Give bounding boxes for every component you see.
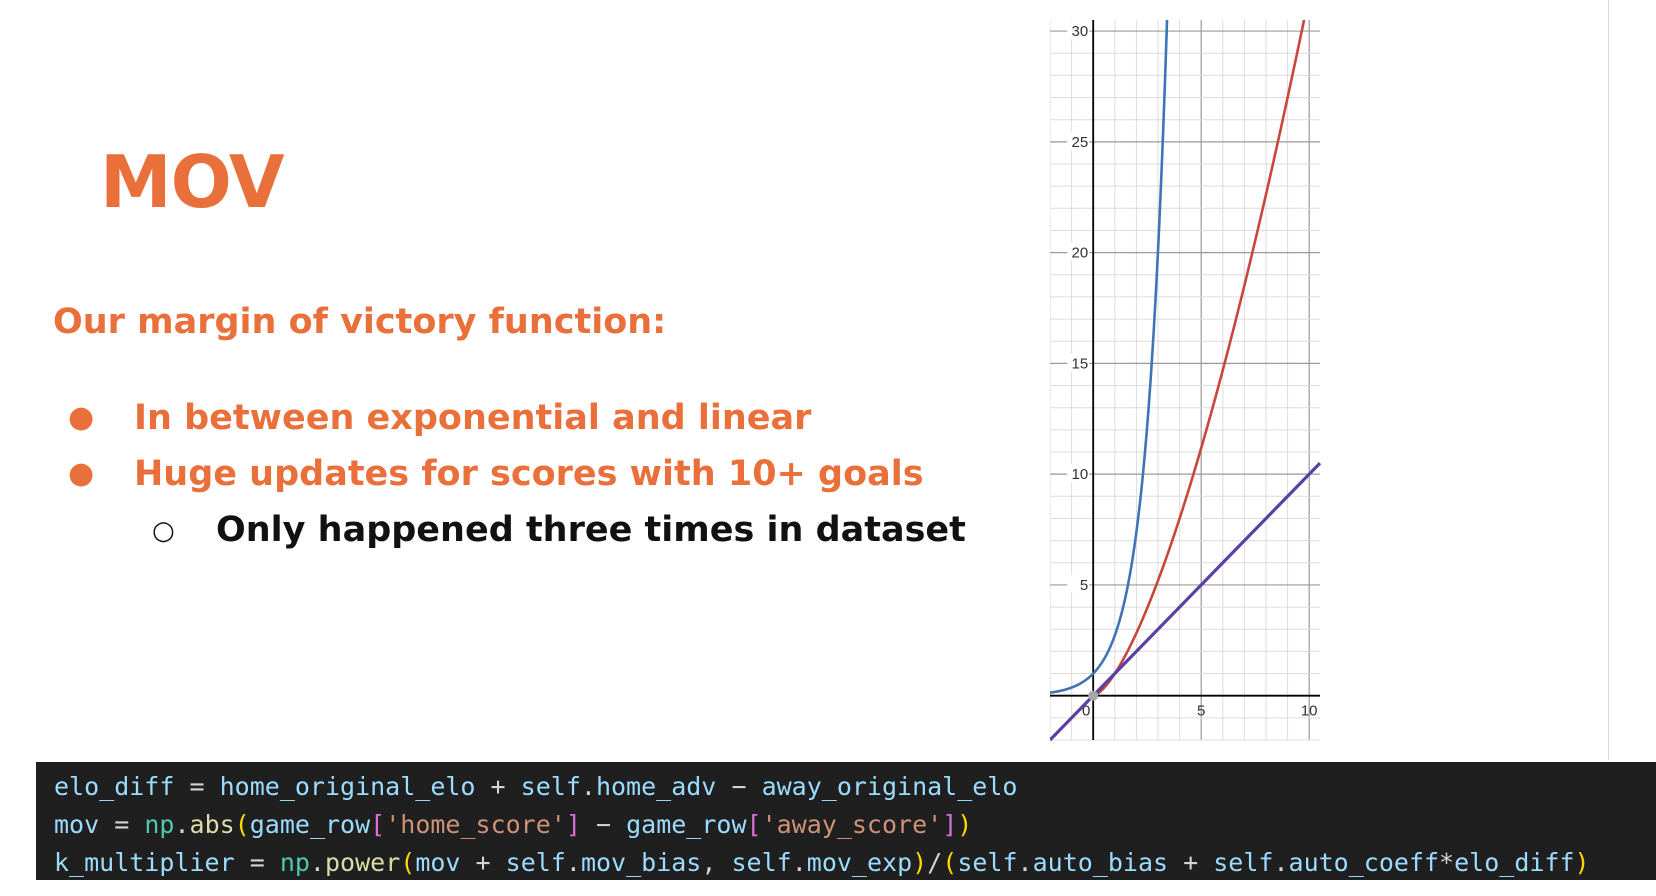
y-tick-label: 10 xyxy=(1072,466,1089,483)
code-line-1: elo_diff = home_original_elo + self.home… xyxy=(54,772,1018,801)
code-line-3: k_multiplier = np.power(mov + self.mov_b… xyxy=(54,848,1590,877)
tick-label-bg xyxy=(1067,574,1090,593)
curve-exponential xyxy=(1049,6,1169,694)
sub-bullet-marker: ○ xyxy=(152,516,175,546)
x-tick-label: 10 xyxy=(1301,703,1318,720)
x-tick-label: 0 xyxy=(1082,703,1090,720)
slide-title: MOV xyxy=(100,140,285,224)
code-line-2: mov = np.abs(game_row['home_score'] − ga… xyxy=(54,810,973,839)
curve-power xyxy=(1093,0,1310,697)
x-tick-label: 5 xyxy=(1197,703,1205,720)
bullet-text: In between exponential and linear xyxy=(134,398,812,438)
y-tick-label: 5 xyxy=(1080,577,1088,594)
y-tick-label: 30 xyxy=(1072,23,1089,40)
slide-subtitle: Our margin of victory function: xyxy=(53,302,667,342)
code-block: elo_diff = home_original_elo + self.home… xyxy=(36,762,1656,880)
tick-label-bg xyxy=(1067,242,1090,261)
divider xyxy=(1608,0,1609,760)
origin-point xyxy=(1088,690,1099,701)
tick-label-bg xyxy=(1067,131,1090,150)
tick-label-bg xyxy=(1067,464,1090,483)
tick-label-bg xyxy=(1067,353,1090,372)
y-tick-label: 25 xyxy=(1072,134,1089,151)
sub-bullet-text: Only happened three times in dataset xyxy=(216,510,966,550)
bullet-text: Huge updates for scores with 10+ goals xyxy=(134,454,924,494)
graph-svg: 5 10 15 20 25 30 0 5 10 xyxy=(1048,0,1322,742)
bullet-marker: ● xyxy=(68,456,95,491)
bullet-marker: ● xyxy=(68,400,95,435)
y-tick-label: 20 xyxy=(1072,245,1089,262)
y-tick-label: 15 xyxy=(1072,355,1089,372)
tick-label-bg xyxy=(1067,21,1090,40)
function-graph: 5 10 15 20 25 30 0 5 10 xyxy=(1048,0,1340,745)
